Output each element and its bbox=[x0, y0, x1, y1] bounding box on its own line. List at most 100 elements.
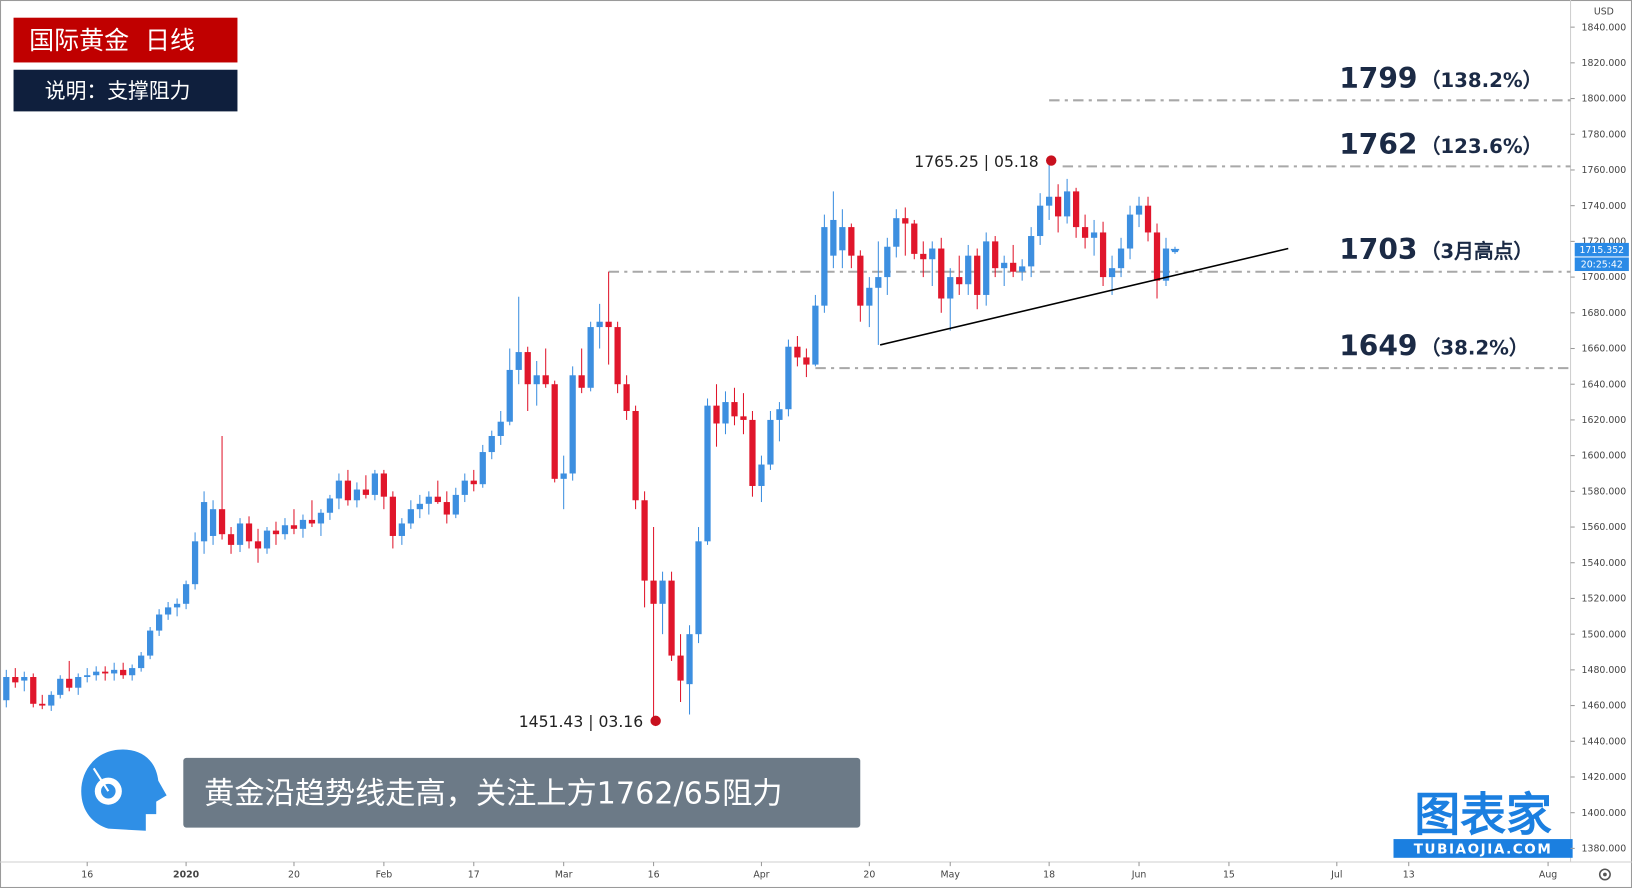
candle-body bbox=[371, 473, 379, 495]
x-tick-label: 18 bbox=[1043, 870, 1055, 881]
candle-body bbox=[236, 523, 244, 545]
candle-body bbox=[227, 534, 235, 545]
candle-body bbox=[695, 541, 702, 635]
candle-body bbox=[920, 253, 927, 260]
annotation-text: 1765.25 | 05.18 bbox=[914, 153, 1038, 171]
level-note: （3月高点） bbox=[1421, 240, 1534, 263]
y-tick-label: 1660.000 bbox=[1582, 344, 1627, 355]
candle-body bbox=[767, 419, 774, 465]
candle-body bbox=[524, 352, 531, 385]
y-tick-label: 1640.000 bbox=[1582, 379, 1627, 390]
candle-body bbox=[443, 502, 450, 515]
candle-body bbox=[155, 614, 163, 631]
candle-body bbox=[1063, 191, 1071, 217]
candle-body bbox=[308, 519, 316, 524]
logo-bar bbox=[1393, 839, 1573, 858]
candle-body bbox=[776, 409, 783, 420]
candle-body bbox=[1081, 227, 1089, 238]
annotation-text: 1451.43 | 03.16 bbox=[519, 713, 643, 731]
candle-body bbox=[686, 634, 693, 685]
x-tick-label: Feb bbox=[376, 870, 393, 881]
candle-body bbox=[147, 630, 154, 656]
level-note: （138.2%） bbox=[1421, 69, 1543, 92]
candle-body bbox=[722, 402, 729, 424]
candle-body bbox=[938, 248, 945, 299]
candle-body bbox=[848, 227, 855, 256]
candle-body bbox=[434, 496, 441, 503]
candle-body bbox=[380, 473, 387, 497]
candle-body bbox=[758, 464, 765, 486]
candle-body bbox=[587, 327, 594, 388]
x-tick-label: 16 bbox=[81, 870, 93, 881]
y-tick-label: 1680.000 bbox=[1582, 308, 1627, 319]
candle-body bbox=[344, 480, 352, 501]
caption-box bbox=[183, 757, 861, 828]
candle-body bbox=[785, 346, 792, 410]
subtitle: 说明：支撑阻力 bbox=[45, 79, 191, 103]
y-tick-label: 1480.000 bbox=[1582, 665, 1627, 676]
candle-body bbox=[830, 219, 837, 256]
y-tick-label: 1400.000 bbox=[1582, 808, 1627, 819]
candle-body bbox=[569, 375, 576, 474]
y-tick-label: 1560.000 bbox=[1582, 522, 1627, 533]
candle-body bbox=[488, 435, 495, 453]
candle-body bbox=[138, 655, 145, 669]
candle-body bbox=[749, 419, 756, 486]
candle-body bbox=[578, 375, 585, 388]
y-tick-label: 1440.000 bbox=[1582, 736, 1627, 747]
candle-body bbox=[794, 346, 801, 358]
candle-body bbox=[164, 607, 172, 615]
x-tick-label: Jul bbox=[1330, 870, 1342, 881]
candle-body bbox=[542, 375, 549, 385]
x-tick-label: 20 bbox=[863, 870, 875, 881]
currency: USD bbox=[1594, 7, 1614, 18]
candle-body bbox=[1135, 205, 1143, 215]
candle-body bbox=[839, 227, 846, 251]
candle-body bbox=[650, 580, 657, 604]
x-tick-label: 17 bbox=[468, 870, 480, 881]
subtitle-box bbox=[13, 69, 238, 112]
level-value: 1649 bbox=[1339, 330, 1417, 363]
y-tick-label: 1420.000 bbox=[1582, 772, 1627, 783]
candle-body bbox=[632, 410, 639, 501]
candle-body bbox=[506, 369, 513, 422]
settings-icon[interactable] bbox=[1598, 868, 1611, 881]
caption: 黄金沿趋势线走高，关注上方1762/65阻力 bbox=[204, 777, 782, 812]
candle-body bbox=[1001, 262, 1008, 269]
title: 国际黄金 日线 bbox=[29, 26, 195, 55]
candle-body bbox=[317, 512, 325, 524]
candle-body bbox=[263, 530, 271, 549]
candle-body bbox=[623, 384, 630, 411]
x-tick-label: Jun bbox=[1131, 870, 1147, 881]
candle-body bbox=[1153, 232, 1161, 281]
candle-body bbox=[335, 480, 343, 499]
candle-body bbox=[1126, 214, 1134, 249]
candle-body bbox=[614, 327, 621, 385]
candle-body bbox=[551, 384, 558, 479]
candle-body bbox=[111, 669, 118, 674]
candle-body bbox=[884, 246, 891, 278]
candle-body bbox=[740, 416, 747, 420]
candle-body bbox=[1046, 196, 1053, 206]
candle-body bbox=[902, 218, 909, 224]
candle-body bbox=[668, 580, 675, 656]
y-tick-label: 1720.000 bbox=[1582, 237, 1627, 248]
level-note: （38.2%） bbox=[1421, 337, 1529, 360]
candle-body bbox=[1028, 236, 1035, 267]
candle-body bbox=[911, 223, 918, 254]
candle-body bbox=[398, 523, 405, 536]
candle-body bbox=[272, 530, 280, 535]
candle-body bbox=[425, 496, 432, 504]
x-tick-label: 2020 bbox=[173, 870, 200, 881]
head-icon bbox=[81, 749, 167, 831]
candle-body bbox=[1090, 232, 1098, 238]
candle-body bbox=[1072, 191, 1080, 228]
candle-body bbox=[353, 489, 361, 501]
candle-body bbox=[93, 671, 100, 676]
candle-body bbox=[173, 603, 181, 608]
candle-body bbox=[965, 255, 972, 285]
candle-body bbox=[515, 352, 522, 370]
candle-body bbox=[182, 584, 190, 604]
candle-body bbox=[452, 494, 459, 515]
